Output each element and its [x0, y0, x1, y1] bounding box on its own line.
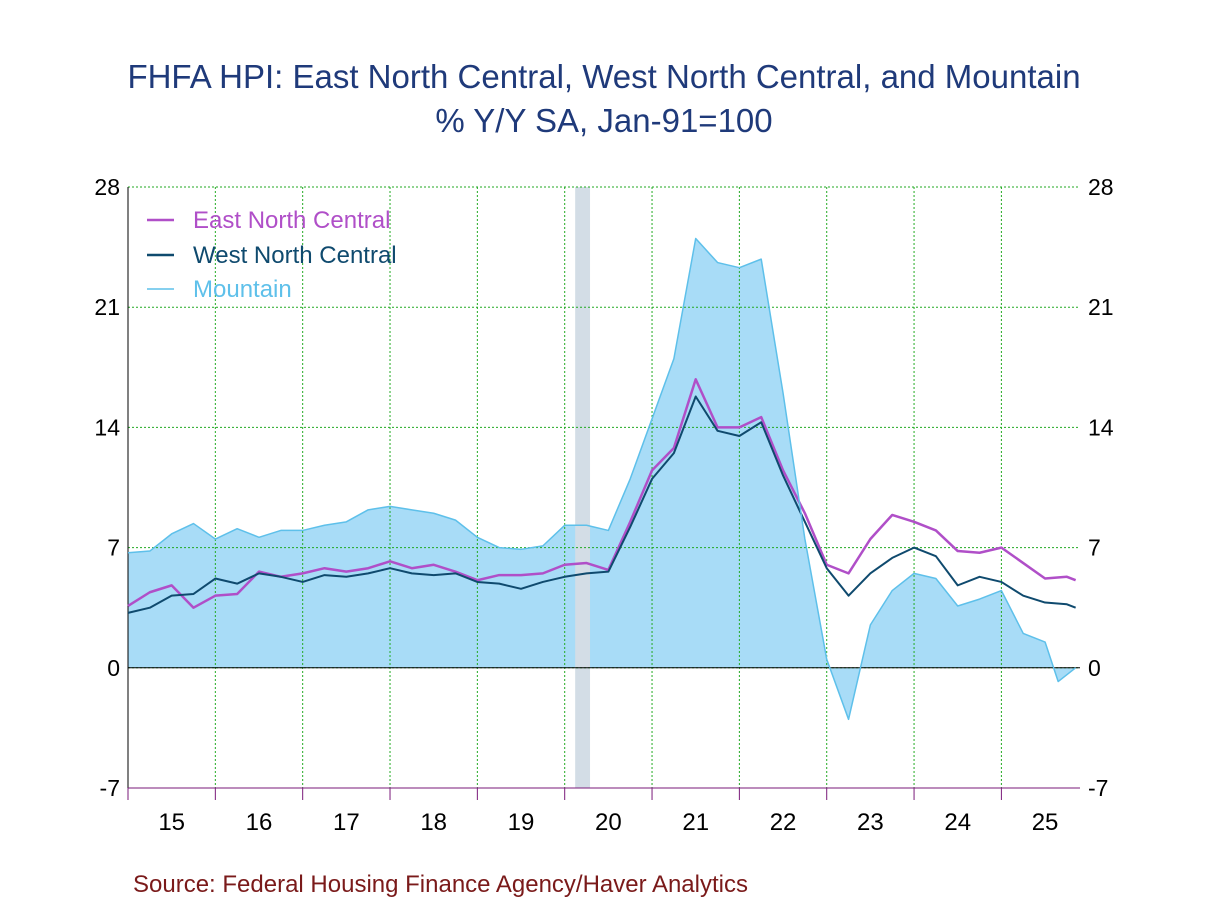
- y-tick-label-right: 21: [1088, 294, 1114, 320]
- x-tick-label: 18: [420, 809, 447, 836]
- y-tick-label-left: 7: [107, 535, 120, 561]
- legend-label-east-north-central: East North Central: [193, 207, 390, 234]
- y-tick-label-right: 28: [1088, 174, 1114, 200]
- chart-subtitle: % Y/Y SA, Jan-91=100: [435, 102, 773, 139]
- y-tick-label-right: 14: [1088, 414, 1114, 440]
- x-tick-label: 23: [857, 809, 884, 836]
- y-tick-label-right: 7: [1088, 535, 1101, 561]
- legend-label-mountain: Mountain: [193, 276, 292, 303]
- legend-label-west-north-central: West North Central: [193, 242, 397, 269]
- x-tick-label: 16: [246, 809, 273, 836]
- x-tick-label: 20: [595, 809, 622, 836]
- y-tick-label-right: -7: [1088, 775, 1108, 801]
- mountain-area-fill: [128, 238, 1076, 720]
- source-note: Source: Federal Housing Finance Agency/H…: [133, 871, 748, 898]
- y-tick-label-right: 0: [1088, 655, 1101, 681]
- y-tick-label-left: 21: [94, 294, 120, 320]
- y-tick-label-left: 28: [94, 174, 120, 200]
- x-tick-label: 22: [770, 809, 797, 836]
- chart-title: FHFA HPI: East North Central, West North…: [127, 58, 1081, 95]
- y-tick-label-left: 14: [94, 414, 120, 440]
- y-tick-label-left: -7: [100, 775, 120, 801]
- y-tick-label-left: 0: [107, 655, 120, 681]
- x-tick-label: 21: [682, 809, 709, 836]
- recession-band: [575, 187, 591, 788]
- x-tick-label: 24: [944, 809, 971, 836]
- x-tick-label: 17: [333, 809, 360, 836]
- series-line-west-north-central: [127, 395, 1076, 614]
- x-tick-label: 19: [508, 809, 535, 836]
- x-tick-label: 25: [1032, 809, 1059, 836]
- x-tick-label: 15: [158, 809, 185, 836]
- series-line-mountain: [127, 237, 1077, 721]
